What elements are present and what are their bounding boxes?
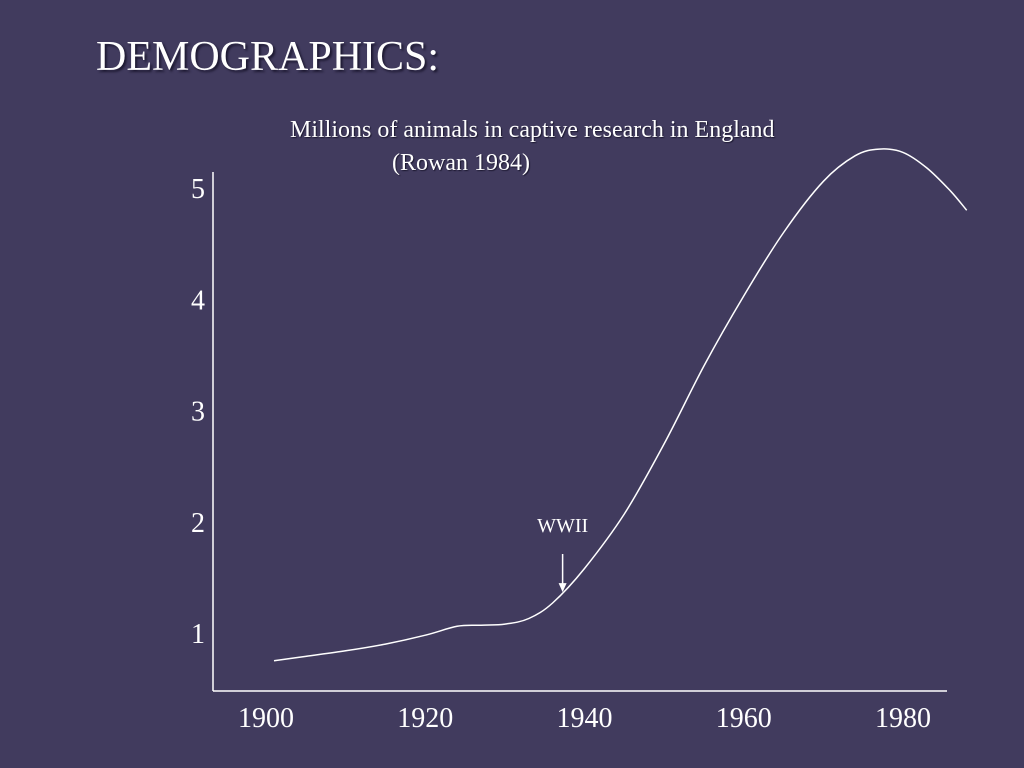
y-tick-label: 3 <box>191 397 205 428</box>
slide-title: DEMOGRAPHICS: <box>96 34 440 80</box>
y-tick-labels: 1 2 3 4 5 <box>191 174 205 650</box>
series-line <box>273 148 968 662</box>
x-tick-label: 1980 <box>875 703 931 734</box>
x-tick-label: 1960 <box>716 703 772 734</box>
annotation-layer: WWII <box>537 515 588 593</box>
x-tick-label: 1940 <box>557 703 613 734</box>
x-tick-label: 1900 <box>238 703 294 734</box>
annotation-label: WWII <box>537 515 588 537</box>
chart-title: Millions of animals in captive research … <box>290 117 775 143</box>
chart-subtitle: (Rowan 1984) <box>392 150 530 176</box>
y-tick-label: 1 <box>191 619 205 650</box>
x-tick-label: 1920 <box>397 703 453 734</box>
series-layer <box>273 148 968 662</box>
annotation-wwii: WWII <box>537 515 588 593</box>
y-tick-label: 5 <box>191 174 205 205</box>
x-tick-labels: 1900 1920 1940 1960 1980 <box>238 703 931 734</box>
y-tick-label: 4 <box>191 285 205 316</box>
y-tick-label: 2 <box>191 508 205 539</box>
arrow-down-icon <box>558 583 567 593</box>
